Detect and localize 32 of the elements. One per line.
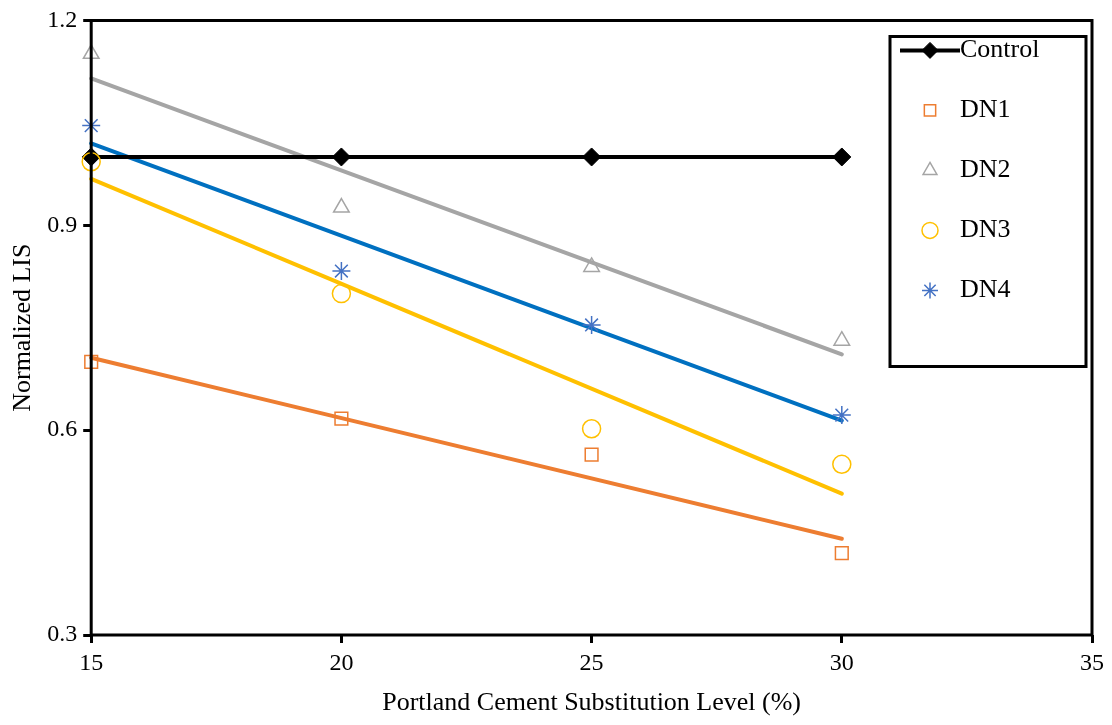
- point: [582, 147, 602, 167]
- legend-label: DN2: [960, 154, 1011, 184]
- x-axis-title: Portland Cement Substitution Level (%): [382, 687, 802, 717]
- point: [82, 44, 100, 60]
- y-tick-label: 0.9: [47, 210, 78, 237]
- point: [81, 152, 101, 172]
- legend-label: DN1: [960, 94, 1011, 124]
- point: [581, 419, 602, 439]
- point: [331, 147, 351, 167]
- point: [832, 454, 852, 475]
- y-tick-label: 0.3: [47, 620, 78, 647]
- point: [584, 447, 599, 462]
- y-tick-label: 0.6: [47, 415, 78, 442]
- legend-label: DN4: [960, 274, 1011, 304]
- point: [832, 147, 852, 167]
- point: [832, 405, 852, 425]
- x-tick-label: 35: [1080, 648, 1104, 675]
- point: [583, 257, 601, 273]
- legend-label: DN3: [960, 214, 1011, 244]
- point: [334, 411, 349, 426]
- point: [581, 315, 602, 335]
- x-tick-label: 25: [579, 648, 604, 675]
- point: [331, 283, 352, 304]
- point: [834, 545, 849, 561]
- point: [331, 261, 352, 281]
- legend-label: Control: [960, 34, 1040, 64]
- x-tick-label: 15: [79, 648, 104, 675]
- x-tick-label: 20: [329, 648, 354, 675]
- x-tick-label: 30: [829, 648, 854, 675]
- point: [84, 354, 99, 369]
- y-tick-label: 1.2: [47, 5, 78, 32]
- y-axis-title: Normalized LIS: [7, 243, 37, 412]
